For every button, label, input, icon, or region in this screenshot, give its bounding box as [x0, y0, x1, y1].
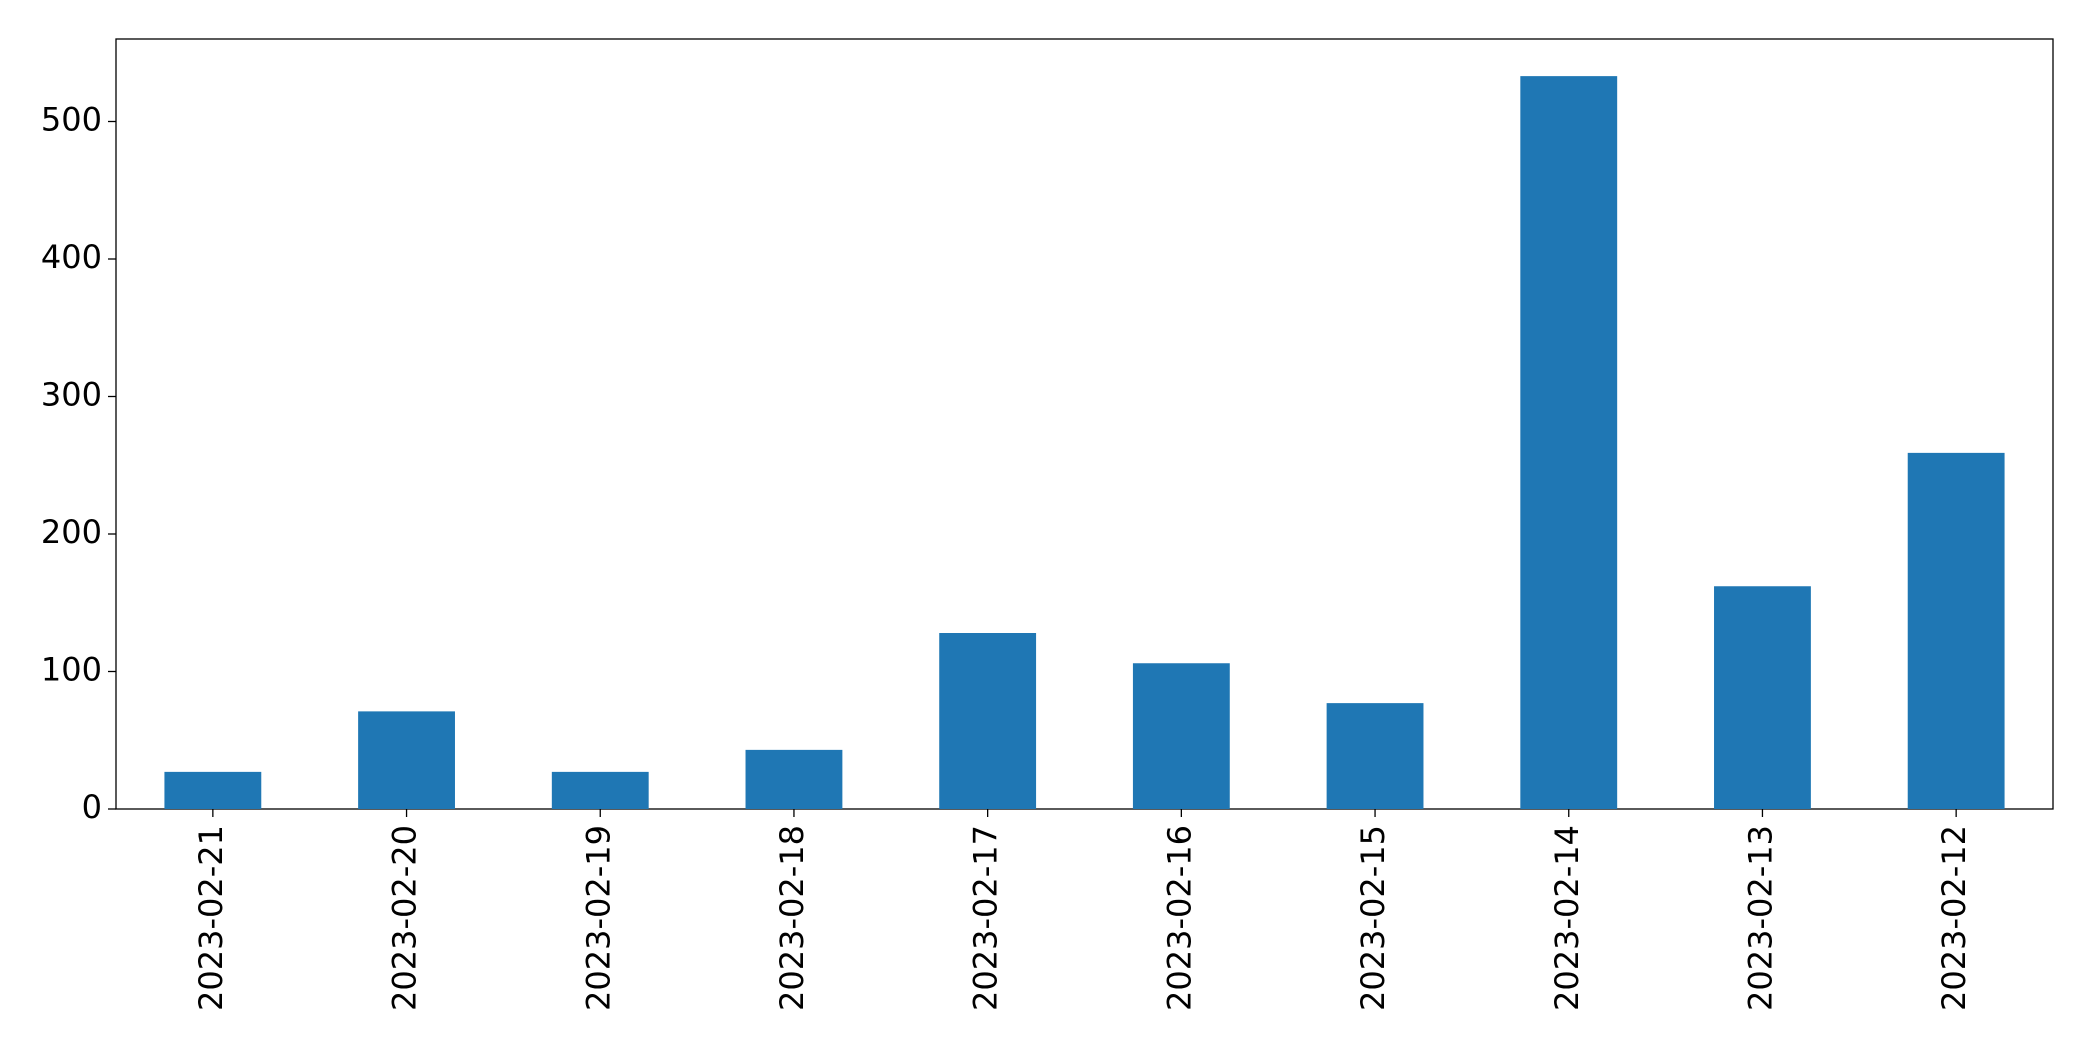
x-tick-label: 2023-02-18 [773, 825, 811, 1011]
x-tick-label: 2023-02-17 [967, 825, 1005, 1011]
y-tick-label: 500 [41, 101, 102, 139]
y-tick-label: 300 [41, 376, 102, 414]
y-tick-label: 200 [41, 513, 102, 551]
x-tick-label: 2023-02-15 [1354, 825, 1392, 1011]
bar [164, 771, 262, 809]
y-tick-label: 0 [82, 788, 102, 826]
bar [1714, 586, 1811, 809]
bar [745, 749, 843, 809]
bar [358, 711, 455, 809]
x-tick-label: 2023-02-19 [579, 825, 617, 1011]
x-tick-label: 2023-02-21 [192, 825, 230, 1011]
x-tick-label: 2023-02-14 [1548, 825, 1586, 1011]
bar [1132, 663, 1230, 809]
bar [1326, 703, 1424, 809]
bar [1907, 452, 2005, 809]
x-tick-label: 2023-02-13 [1741, 825, 1779, 1011]
bar [551, 771, 649, 809]
bar [1520, 76, 1618, 809]
y-tick-label: 100 [41, 651, 102, 689]
x-tick-label: 2023-02-12 [1935, 825, 1973, 1011]
y-tick-label: 400 [41, 238, 102, 276]
x-tick-label: 2023-02-16 [1160, 825, 1198, 1011]
plot-frame [115, 38, 2054, 810]
x-tick-label: 2023-02-20 [386, 825, 424, 1011]
bar [939, 633, 1037, 809]
